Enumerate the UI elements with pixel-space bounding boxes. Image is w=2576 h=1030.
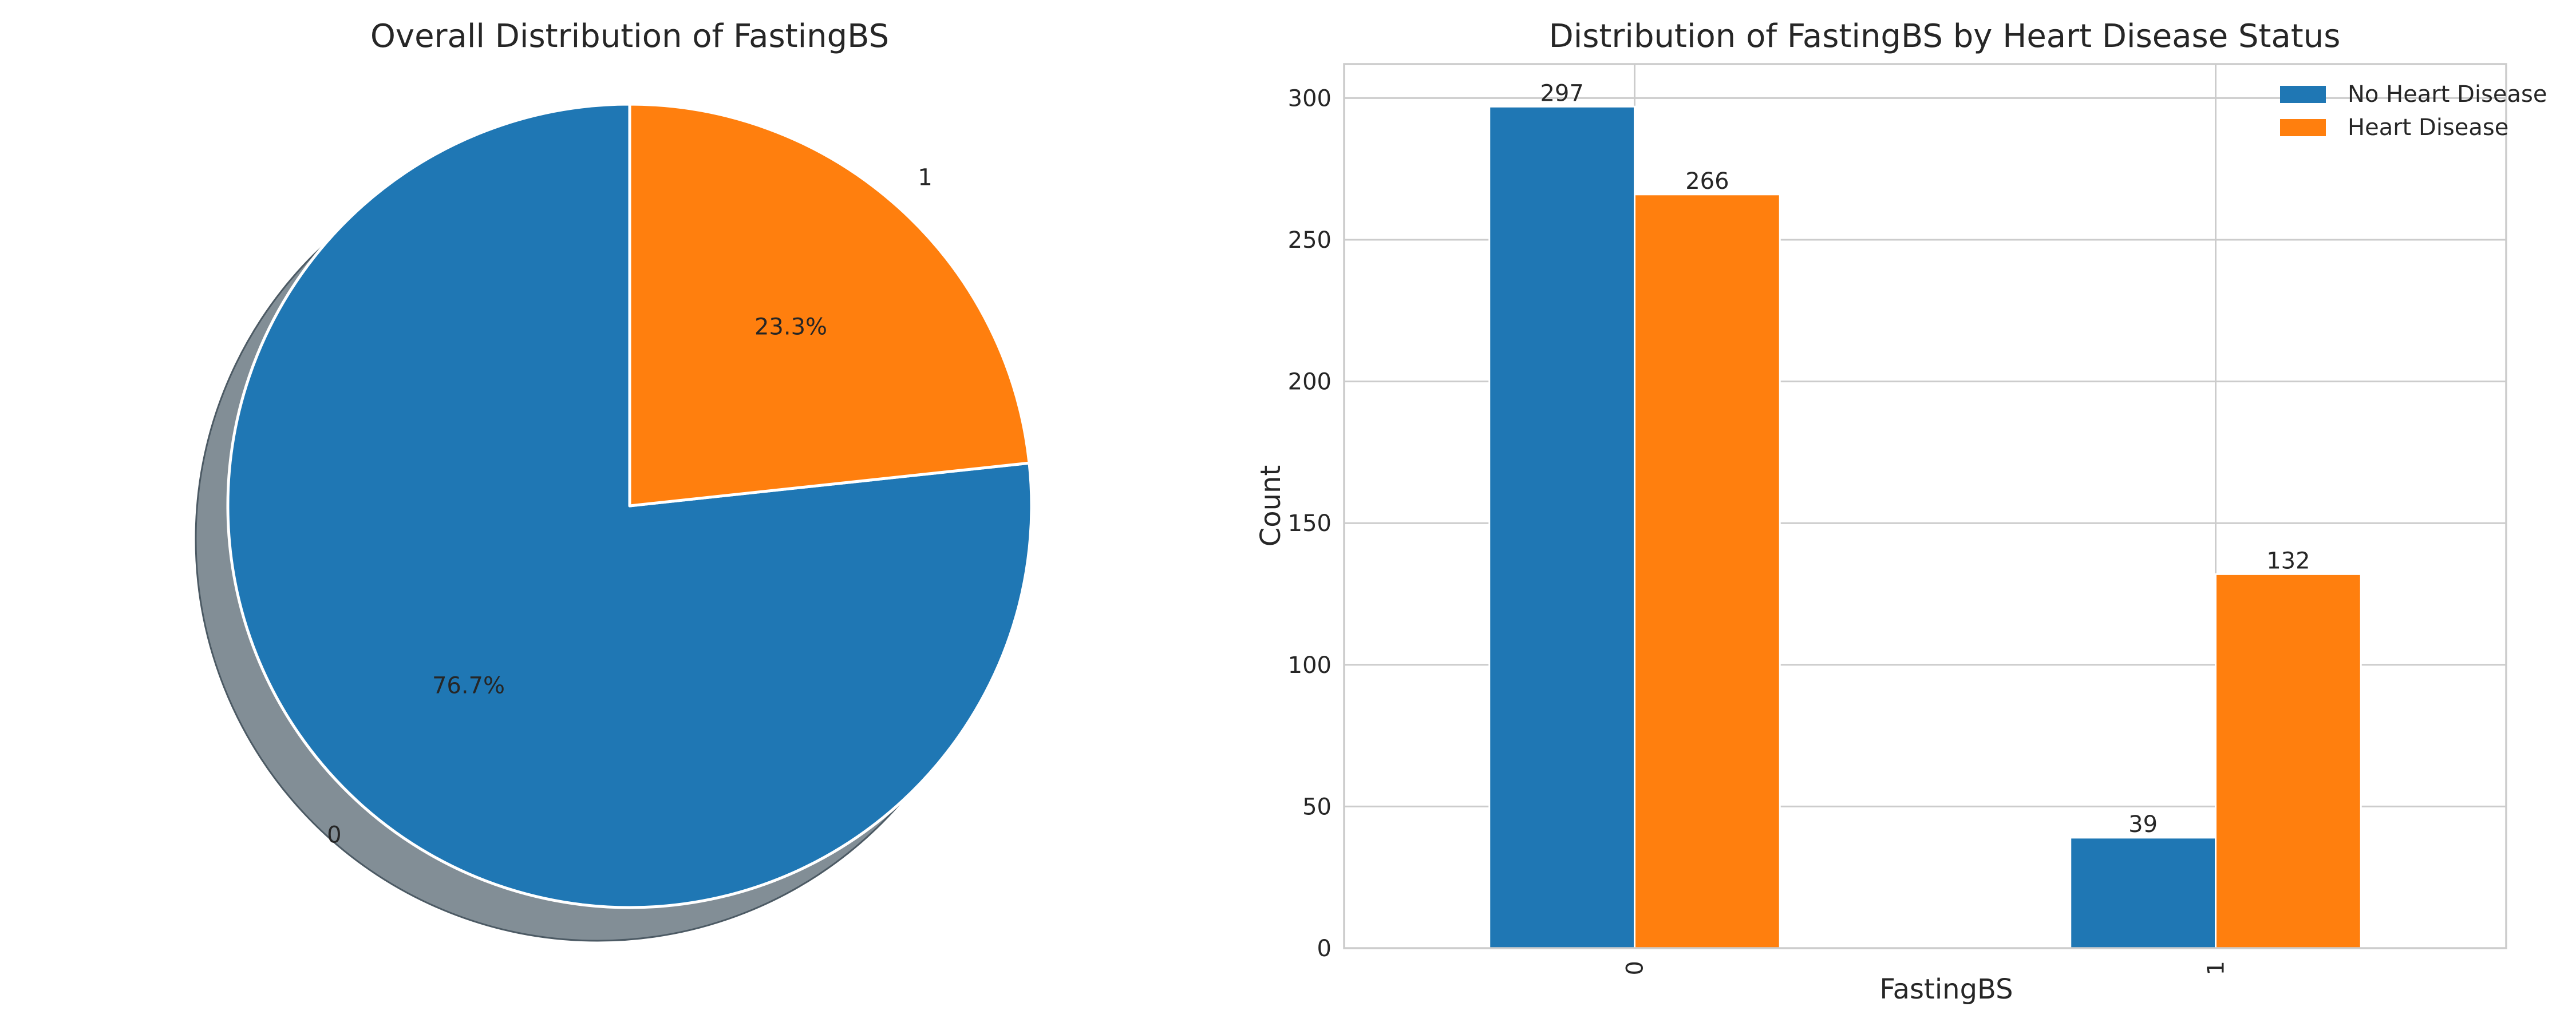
- pie-category-label-1: 1: [918, 165, 932, 191]
- pie-pct-label-1: 23.3%: [754, 314, 827, 340]
- legend: No Heart Disease Heart Disease: [2280, 81, 2547, 141]
- y-tick-label: 0: [1317, 936, 1332, 962]
- y-tick-label: 200: [1288, 369, 1332, 395]
- bar-no-heart-disease-0: [1488, 105, 1635, 949]
- pie-slices: [226, 102, 1033, 909]
- y-axis-label: Count: [1255, 465, 1287, 547]
- legend-swatch: [2280, 86, 2326, 103]
- y-tick-label: 250: [1288, 227, 1332, 253]
- y-tick-label: 100: [1288, 652, 1332, 679]
- bar-value-label: 132: [2266, 548, 2310, 574]
- bar-value-label: 39: [2128, 811, 2158, 838]
- legend-swatch: [2280, 119, 2326, 136]
- pie-pct-label-0: 76.7%: [432, 672, 505, 699]
- x-tick-label: 0: [1622, 961, 1649, 975]
- bar-heart-disease-0: [1634, 193, 1781, 949]
- bar-chart: Distribution of FastingBS by Heart Disea…: [1255, 18, 2547, 1005]
- y-tick-label: 150: [1288, 510, 1332, 537]
- pie-title: Overall Distribution of FastingBS: [370, 18, 889, 55]
- plot-frame: [1343, 63, 2507, 949]
- legend-label: Heart Disease: [2348, 114, 2508, 141]
- y-tick-label: 300: [1288, 85, 1332, 112]
- bar-heart-disease-1: [2215, 573, 2362, 949]
- pie-chart: Overall Distribution of FastingBS 76.7% 0…: [195, 18, 1033, 942]
- bar-value-labels: 297 39 266 132: [1540, 80, 2310, 838]
- y-tick-labels: 0 50 100 150 200 250 300: [1288, 85, 1332, 962]
- bar-value-label: 297: [1540, 80, 1583, 106]
- bar-bars: [1488, 105, 2362, 949]
- pie-slice-1: [628, 102, 1031, 508]
- bar-value-label: 266: [1685, 168, 1729, 195]
- x-tick-label: 1: [2203, 961, 2230, 975]
- y-tick-label: 50: [1302, 794, 1332, 820]
- pie-category-label-0: 0: [327, 822, 341, 848]
- legend-label: No Heart Disease: [2348, 81, 2547, 108]
- pie-labels: 76.7% 0 23.3% 1: [327, 165, 933, 849]
- x-axis-label: FastingBS: [1879, 973, 2013, 1005]
- bar-title: Distribution of FastingBS by Heart Disea…: [1549, 18, 2341, 55]
- bar-no-heart-disease-1: [2069, 837, 2217, 949]
